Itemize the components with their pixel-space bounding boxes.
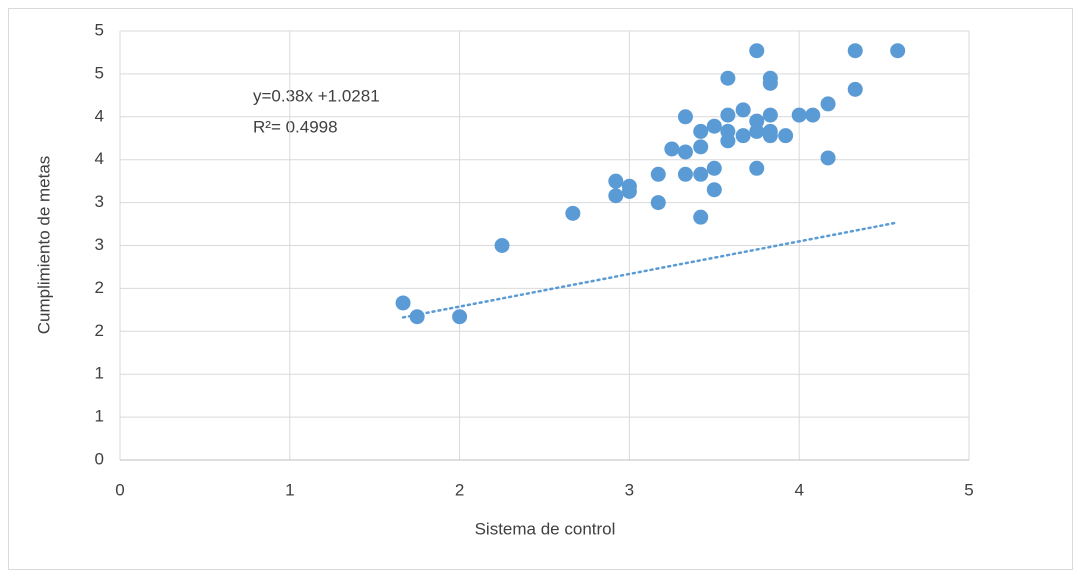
x-tick-label: 2 [455, 480, 464, 499]
point [749, 123, 765, 139]
trendline-equation: y=0.38x +1.0281 [253, 86, 380, 105]
point [693, 123, 709, 139]
y-tick-label: 2 [95, 321, 104, 340]
point [677, 109, 693, 125]
x-tick-label: 5 [964, 480, 973, 499]
y-tick-label: 4 [95, 106, 104, 125]
y-tick-label: 3 [95, 235, 104, 254]
x-axis-title: Sistema de control [475, 519, 616, 538]
y-tick-label: 2 [95, 278, 104, 297]
y-tick-label: 3 [95, 192, 104, 211]
point [820, 96, 836, 112]
point [693, 139, 709, 155]
point [749, 43, 765, 59]
y-tick-label: 5 [95, 20, 104, 39]
point [706, 118, 722, 134]
point [749, 160, 765, 176]
point [452, 309, 468, 325]
point [693, 166, 709, 182]
point [664, 141, 680, 157]
y-tick-label: 4 [95, 149, 104, 168]
point [650, 166, 666, 182]
point [762, 128, 778, 144]
point [847, 43, 863, 59]
point [805, 107, 821, 123]
point [650, 195, 666, 211]
point [706, 160, 722, 176]
trendline-r-squared: R²= 0.4998 [253, 117, 338, 136]
y-axis-title: Cumplimiento de metas [34, 156, 53, 335]
point [791, 107, 807, 123]
point [409, 309, 425, 325]
point [494, 238, 510, 253]
point [621, 183, 637, 199]
point [720, 133, 736, 149]
point [762, 107, 778, 123]
x-tick-label: 4 [794, 480, 803, 499]
chart-border [8, 8, 1073, 570]
point [735, 128, 751, 144]
y-tick-label: 5 [95, 63, 104, 82]
x-tick-label: 1 [285, 480, 294, 499]
point [778, 128, 794, 144]
y-tick-label: 1 [95, 364, 104, 383]
point [762, 75, 778, 91]
point [720, 107, 736, 123]
x-tick-label: 3 [625, 480, 634, 499]
point [706, 182, 722, 198]
point [890, 43, 906, 59]
point [677, 144, 693, 160]
point [395, 295, 411, 311]
point [565, 205, 581, 221]
point [847, 81, 863, 97]
point [720, 70, 736, 86]
point [608, 173, 624, 189]
trendline [401, 221, 899, 319]
point [735, 102, 751, 118]
point [677, 166, 693, 182]
point [693, 209, 709, 225]
y-tick-label: 1 [95, 407, 104, 426]
y-tick-label: 0 [95, 449, 104, 468]
point [749, 113, 765, 129]
point [608, 188, 624, 204]
point [820, 150, 836, 166]
x-tick-label: 0 [115, 480, 124, 499]
